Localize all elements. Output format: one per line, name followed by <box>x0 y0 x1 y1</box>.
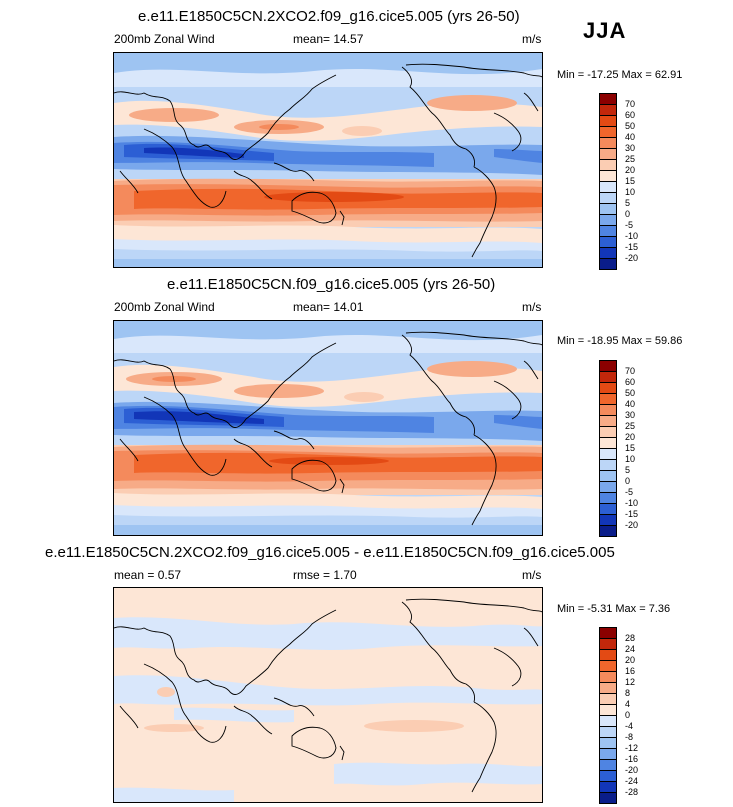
colorbar-level-label: 0 <box>625 476 631 486</box>
panel2-colorbar-segments: 70 60 50 40 30 25 20 15 10 5 0 -5 -10 -15 -20 <box>599 360 638 537</box>
colorbar-level-label: 24 <box>625 644 636 654</box>
panel1-colorbar: 70 60 50 40 30 25 20 15 10 5 0 -5 -10 -15 -20 <box>599 93 638 270</box>
panel2-map-svg <box>114 321 542 535</box>
colorbar-level-label: 5 <box>625 465 631 475</box>
colorbar-level-label: 70 <box>625 99 636 109</box>
colorbar-level-label: 8 <box>625 688 631 698</box>
panel3-colorbar: 28 24 20 16 12 8 4 0 -4 -8 -12 -16 -20 -24 -28 <box>599 627 638 804</box>
colorbar-level-label: 15 <box>625 443 636 453</box>
colorbar-swatch <box>599 525 617 537</box>
colorbar-level-label: 70 <box>625 366 636 376</box>
colorbar-level-label: 20 <box>625 432 636 442</box>
colorbar-level-label: 50 <box>625 388 636 398</box>
panel1-colorbar-segments: 70 60 50 40 30 25 20 15 10 5 0 -5 -10 -15 -20 <box>599 93 638 270</box>
colorbar-level-label: -8 <box>625 732 634 742</box>
colorbar-level-label: -5 <box>625 487 634 497</box>
colorbar-level-label: 30 <box>625 143 636 153</box>
season-label: JJA <box>583 18 627 43</box>
panel2-title: e.e11.E1850C5CN.f09_g16.cice5.005 (yrs 2… <box>167 276 496 293</box>
colorbar-level-label: -12 <box>625 743 639 753</box>
panel2-map <box>113 320 543 536</box>
panel2-units-label: m/s <box>522 300 542 314</box>
colorbar-level-label: -20 <box>625 765 639 775</box>
panel1-map-svg <box>114 53 542 267</box>
panel1-map <box>113 52 543 268</box>
colorbar-level-label: 20 <box>625 165 636 175</box>
colorbar-level-label: 0 <box>625 710 631 720</box>
colorbar-level-label: 10 <box>625 187 636 197</box>
panel1-units-label: m/s <box>522 32 542 46</box>
colorbar-level-label: -20 <box>625 520 639 530</box>
colorbar-level-label: -5 <box>625 220 634 230</box>
colorbar-level-label: 60 <box>625 377 636 387</box>
panel1-minmax-label: Min = -17.25 Max = 62.91 <box>557 69 683 81</box>
colorbar-level-label: -4 <box>625 721 634 731</box>
panel3-rmse-label: rmse = 1.70 <box>293 568 357 582</box>
colorbar-level-label: -10 <box>625 498 639 508</box>
colorbar-level-label: 15 <box>625 176 636 186</box>
panel1-mean-label: mean= 14.57 <box>293 32 364 46</box>
panel2-mean-label: mean= 14.01 <box>293 300 364 314</box>
panel3-title: e.e11.E1850C5CN.2XCO2.f09_g16.cice5.005 … <box>45 544 615 561</box>
panel3-map <box>113 587 543 803</box>
panel3-map-svg <box>114 588 542 802</box>
colorbar-level-label: -28 <box>625 787 639 797</box>
panel2-colorbar: 70 60 50 40 30 25 20 15 10 5 0 -5 -10 -15 -20 <box>599 360 638 537</box>
panel1-variable-label: 200mb Zonal Wind <box>114 32 215 46</box>
colorbar-level-label: 60 <box>625 110 636 120</box>
colorbar-level-label: 50 <box>625 121 636 131</box>
colorbar-swatch <box>599 792 617 804</box>
panel3-mean-label: mean = 0.57 <box>114 568 182 582</box>
colorbar-level-label: -20 <box>625 253 639 263</box>
colorbar-level-label: 5 <box>625 198 631 208</box>
colorbar-level-label: 0 <box>625 209 631 219</box>
panel2-minmax-label: Min = -18.95 Max = 59.86 <box>557 335 683 347</box>
colorbar-level-label: 40 <box>625 399 636 409</box>
panel2-variable-label: 200mb Zonal Wind <box>114 300 215 314</box>
colorbar-level-label: 10 <box>625 454 636 464</box>
panel3-units-label: m/s <box>522 568 542 582</box>
colorbar-level-label: 20 <box>625 655 636 665</box>
colorbar-level-label: 25 <box>625 421 636 431</box>
colorbar-level-label: -10 <box>625 231 639 241</box>
colorbar-level-label: -15 <box>625 509 639 519</box>
panel3-colorbar-segments: 28 24 20 16 12 8 4 0 -4 -8 -12 -16 -20 -24 -28 <box>599 627 638 804</box>
panel1-title: e.e11.E1850C5CN.2XCO2.f09_g16.cice5.005 … <box>138 8 520 25</box>
colorbar-level-label: 28 <box>625 633 636 643</box>
colorbar-level-label: 12 <box>625 677 636 687</box>
colorbar-swatch <box>599 258 617 270</box>
panel3-minmax-label: Min = -5.31 Max = 7.36 <box>557 603 671 615</box>
colorbar-level-label: -24 <box>625 776 639 786</box>
colorbar-level-label: -15 <box>625 242 639 252</box>
colorbar-level-label: -16 <box>625 754 639 764</box>
colorbar-level-label: 4 <box>625 699 631 709</box>
colorbar-level-label: 30 <box>625 410 636 420</box>
colorbar-level-label: 16 <box>625 666 636 676</box>
colorbar-level-label: 40 <box>625 132 636 142</box>
colorbar-level-label: 25 <box>625 154 636 164</box>
